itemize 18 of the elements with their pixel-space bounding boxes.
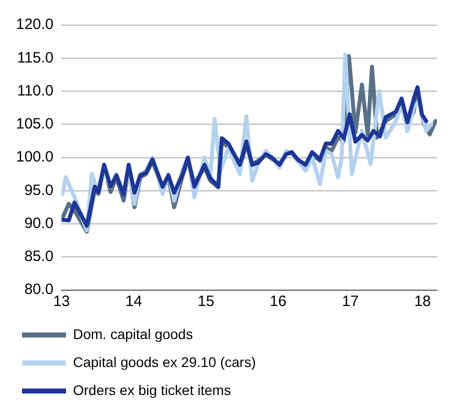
x-tick-label: 14 [125, 293, 142, 310]
y-tick-label: 95.0 [24, 182, 54, 199]
x-tick-label: 15 [198, 293, 214, 310]
y-tick-label: 90.0 [24, 214, 54, 232]
legend-label: Capital goods ex 29.10 (cars) [73, 354, 256, 370]
x-tick-label: 13 [53, 293, 70, 310]
y-tick-label: 115.0 [17, 49, 54, 66]
y-tick-label: 80.0 [24, 281, 54, 298]
y-tick-label: 100.0 [16, 148, 54, 166]
y-tick-label: 105.0 [16, 116, 54, 133]
y-tick-label: 120.0 [16, 16, 54, 34]
y-tick-label: 110.0 [17, 82, 54, 100]
legend-label: Dom. capital goods [73, 326, 193, 342]
x-tick-label: 16 [270, 293, 286, 310]
legend-label: Orders ex big ticket items [73, 382, 231, 398]
y-tick-label: 85.0 [24, 248, 54, 266]
x-tick-label: 17 [342, 293, 359, 310]
x-tick-label: 18 [414, 293, 431, 310]
